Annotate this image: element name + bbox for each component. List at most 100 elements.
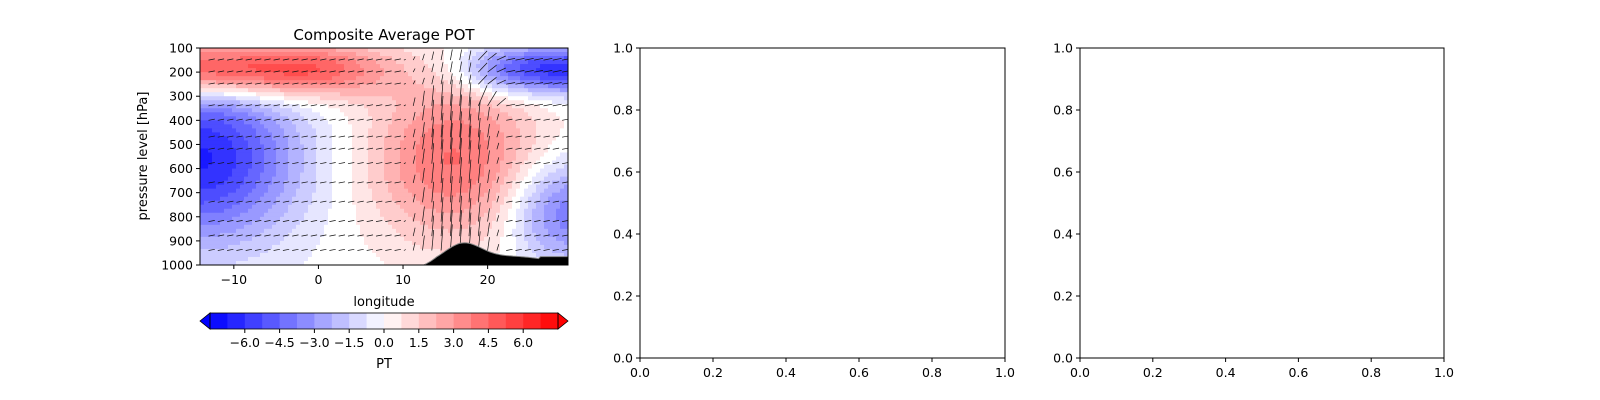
contour-cell [208,220,213,226]
contour-cell [348,116,353,121]
contour-cell [440,208,445,214]
contour-cell [500,236,505,242]
contour-cell [256,112,261,117]
contour-cell [248,48,253,53]
contour-cell [356,188,361,194]
contour-cell [204,152,209,158]
contour-cell [356,260,361,265]
contour-cell [368,188,373,194]
contour-cell [340,240,345,246]
contour-cell [356,108,361,113]
contour-cell [296,152,301,158]
contour-cell [252,100,257,105]
contour-cell [264,184,269,190]
contour-cell [300,220,305,226]
contour-cell [268,216,273,222]
contour-cell [416,112,421,117]
contour-cell [372,192,377,198]
contour-cell [512,188,517,194]
contour-cell [220,56,225,61]
contour-cell [328,196,333,202]
contour-cell [260,92,265,97]
contour-cell [264,132,269,138]
contour-cell [464,152,469,158]
contour-cell [320,132,325,138]
contour-cell [432,184,437,190]
contour-cell [336,128,341,133]
contour-cell [352,184,357,190]
contour-cell [408,212,413,218]
contour-cell [236,68,241,73]
contour-cell [244,176,249,182]
contour-cell [424,104,429,109]
contour-cell [560,48,565,53]
contour-cell [428,104,433,109]
contour-cell [404,128,409,133]
contour-cell [260,156,265,162]
contour-cell [216,48,221,53]
contour-cell [392,180,397,186]
contour-cell [388,104,393,109]
contour-cell [268,228,273,234]
contour-cell [384,164,389,170]
contour-cell [216,256,221,262]
contour-cell [236,212,241,218]
contour-cell [408,232,413,238]
contour-cell [428,64,433,69]
contour-cell [468,108,473,113]
contour-cell [396,60,401,65]
contour-cell [548,92,553,97]
contour-cell [440,68,445,73]
contour-cell [348,84,353,89]
contour-cell [528,244,533,250]
contour-cell [344,56,349,61]
contour-cell [268,148,273,154]
contour-cell [288,68,293,73]
contour-cell [360,196,365,202]
contour-cell [528,172,533,178]
contour-cell [204,232,209,238]
contour-cell [240,92,245,97]
contour-cell [356,112,361,117]
contour-cell [444,244,449,250]
contour-cell [300,92,305,97]
contour-cell [288,56,293,61]
contour-cell [380,184,385,190]
contour-cell [552,228,557,234]
contour-cell [300,72,305,77]
contour-cell [424,92,429,97]
contour-cell [420,192,425,198]
contour-cell [524,212,529,218]
contour-cell [216,252,221,258]
contour-cell [560,208,565,214]
contour-cell [520,116,525,121]
contour-cell [348,204,353,210]
contour-cell [228,224,233,230]
contour-cell [232,84,237,89]
contour-cell [272,224,277,230]
contour-cell [420,260,425,265]
contour-cell [424,212,429,218]
contour-cell [324,244,329,250]
contour-cell [308,192,313,198]
contour-cell [240,48,245,53]
contour-cell [208,52,213,57]
contour-cell [476,200,481,206]
contour-cell [524,156,529,162]
contour-cell [320,184,325,190]
contour-cell [356,216,361,222]
contour-cell [336,108,341,113]
contour-cell [336,104,341,109]
contour-cell [200,208,205,214]
contour-cell [420,176,425,182]
contour-cell [204,188,209,194]
contour-cell [292,240,297,246]
contour-cell [520,208,525,214]
contour-cell [256,136,261,142]
contour-cell [488,200,493,206]
contour-cell [376,128,381,133]
contour-cell [384,188,389,194]
contour-cell [244,204,249,210]
contour-cell [356,248,361,254]
contour-cell [344,68,349,73]
